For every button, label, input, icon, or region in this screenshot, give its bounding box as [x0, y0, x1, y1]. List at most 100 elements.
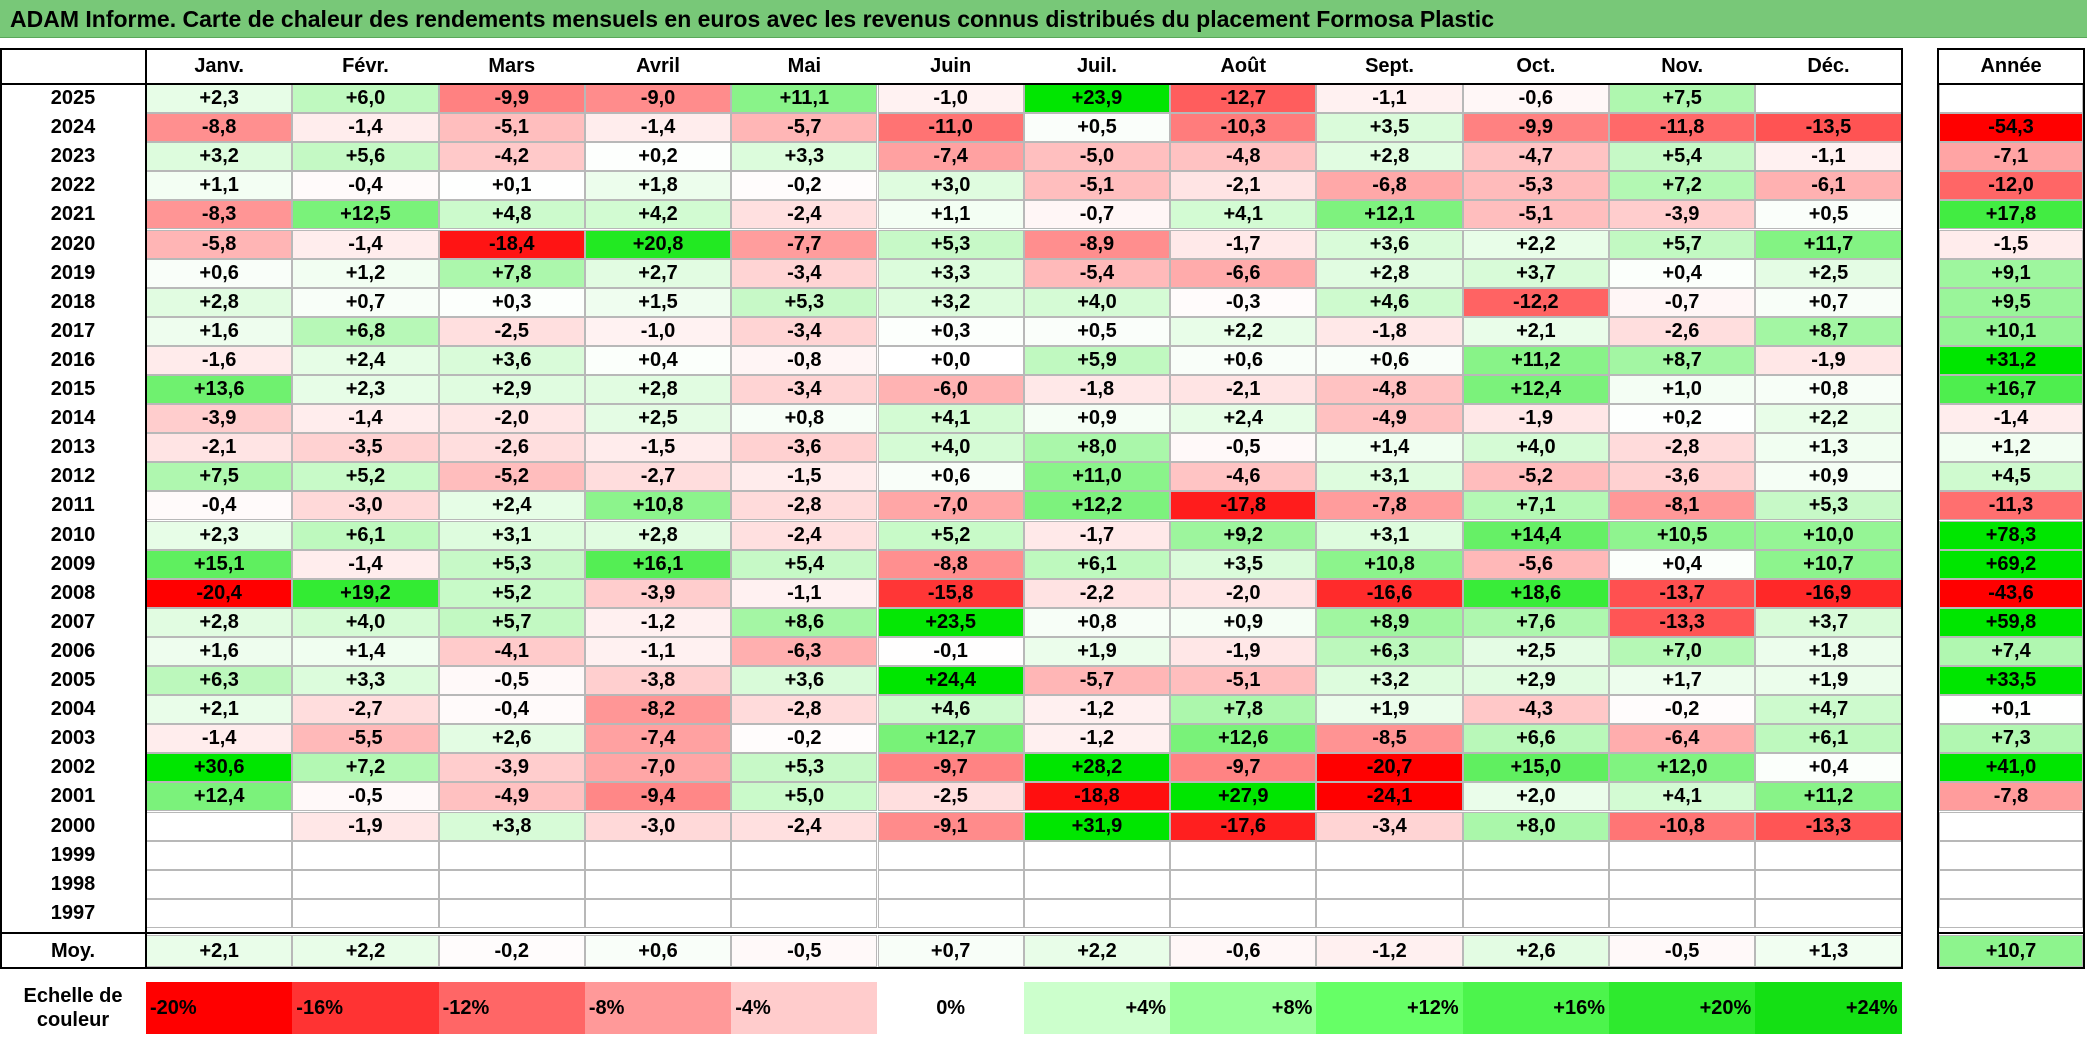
heatmap-cell: -8,8 [146, 113, 293, 143]
heatmap-cell: +31,9 [1023, 811, 1171, 841]
year-row-label: 2001 [50, 785, 96, 808]
year-total-cell: +33,5 [1939, 666, 2083, 696]
heatmap-cell: +20,8 [584, 229, 732, 259]
heatmap-cell: +5,9 [1023, 345, 1171, 375]
year-total-cell [1939, 811, 2083, 841]
heatmap-cell: -6,1 [1755, 171, 1902, 201]
heatmap-cell [584, 840, 732, 870]
header-separator-year [1937, 83, 2085, 85]
year-row-label: 2000 [50, 814, 96, 837]
heatmap-cell: -0,7 [1609, 287, 1756, 317]
year-row-label: 2012 [50, 465, 96, 488]
heatmap-cell: -3,0 [584, 811, 732, 841]
heatmap-cell [438, 898, 585, 928]
heatmap-cell: +13,6 [146, 375, 293, 405]
heatmap-cell: -7,4 [584, 724, 732, 754]
heatmap-cell: -2,5 [877, 782, 1024, 812]
heatmap-cell: +6,3 [146, 666, 293, 696]
heatmap-cell: -6,4 [1609, 724, 1756, 754]
heatmap-cell: +15,1 [146, 549, 293, 579]
heatmap-cell: -3,8 [584, 666, 732, 696]
heatmap-cell [1755, 898, 1902, 928]
year-row-label: 2024 [50, 116, 96, 139]
heatmap-cell: -18,4 [438, 229, 585, 259]
heatmap-cell: -1,1 [1755, 142, 1902, 172]
heatmap-cell: -3,6 [731, 433, 878, 463]
heatmap-cell: +8,7 [1755, 316, 1902, 346]
year-total-cell: +59,8 [1939, 607, 2083, 637]
heatmap-cell [1609, 869, 1756, 899]
year-total-cell: +41,0 [1939, 753, 2083, 783]
heatmap-cell: +4,1 [877, 404, 1024, 434]
heatmap-cell: -2,0 [1170, 578, 1317, 608]
heatmap-cell: +7,8 [1170, 695, 1317, 725]
heatmap-cell: -1,4 [584, 113, 732, 143]
heatmap-cell: -5,5 [292, 724, 439, 754]
heatmap-cell: -18,8 [1023, 782, 1171, 812]
heatmap-cell: +5,6 [292, 142, 439, 172]
year-total-cell: -12,0 [1939, 171, 2083, 201]
heatmap-cell [1609, 840, 1756, 870]
year-row-label: 2003 [50, 727, 96, 750]
heatmap-cell: +4,0 [1023, 287, 1171, 317]
heatmap-cell: +2,2 [1170, 316, 1317, 346]
heatmap-cell: -5,4 [1023, 258, 1171, 288]
heatmap-cell: +12,4 [1462, 375, 1609, 405]
color-scale-swatch: +12% [1316, 982, 1463, 1034]
heatmap-cell: +18,6 [1462, 578, 1609, 608]
heatmap-cell [1023, 869, 1171, 899]
heatmap-cell: -9,9 [1462, 113, 1609, 143]
average-cell: -0,6 [1170, 935, 1317, 967]
heatmap-cell: -1,2 [1023, 695, 1171, 725]
heatmap-cell: +7,5 [1609, 84, 1756, 114]
heatmap-cell: +3,1 [1316, 520, 1463, 550]
heatmap-cell: -17,6 [1170, 811, 1317, 841]
heatmap-cell: +27,9 [1170, 782, 1317, 812]
month-header: Déc. [1807, 55, 1850, 77]
heatmap-cell: +4,0 [292, 607, 439, 637]
heatmap-cell: +0,7 [1755, 287, 1902, 317]
heatmap-cell: -6,6 [1170, 258, 1317, 288]
heatmap-cell: -0,3 [1170, 287, 1317, 317]
year-total-cell: +10,1 [1939, 316, 2083, 346]
heatmap-cell [877, 869, 1024, 899]
heatmap-cell: +0,9 [1023, 404, 1171, 434]
heatmap-cell: +5,4 [731, 549, 878, 579]
heatmap-cell: +2,1 [1462, 316, 1609, 346]
heatmap-cell: +0,5 [1755, 200, 1902, 230]
heatmap-cell [438, 840, 585, 870]
year-row-label: 2006 [50, 639, 96, 662]
heatmap-cell: +0,8 [1023, 607, 1171, 637]
heatmap-cell [1755, 840, 1902, 870]
heatmap-cell: +12,7 [877, 724, 1024, 754]
heatmap-cell [1462, 840, 1609, 870]
heatmap-cell: -20,7 [1316, 753, 1463, 783]
heatmap-cell: +5,3 [1755, 491, 1902, 521]
heatmap-cell: -2,1 [1170, 171, 1317, 201]
average-cell: -0,5 [1609, 935, 1756, 967]
heatmap-cell: +2,8 [584, 375, 732, 405]
heatmap-cell: -3,4 [1316, 811, 1463, 841]
heatmap-cell [1170, 898, 1317, 928]
year-total-cell: +7,4 [1939, 636, 2083, 666]
year-row-label: 2021 [50, 203, 96, 226]
heatmap-cell: +7,6 [1462, 607, 1609, 637]
year-row-label: 2010 [50, 523, 96, 546]
heatmap-cell: -0,4 [438, 695, 585, 725]
color-scale-swatch: 0% [877, 982, 1024, 1034]
heatmap-cell: +2,4 [292, 345, 439, 375]
heatmap-cell: -13,7 [1609, 578, 1756, 608]
heatmap-cell: +5,3 [731, 287, 878, 317]
heatmap-cell: +4,1 [1609, 782, 1756, 812]
year-row-label: 2023 [50, 145, 96, 168]
heatmap-cell: +5,3 [731, 753, 878, 783]
year-row-label: 2005 [50, 669, 96, 692]
heatmap-cell: +6,1 [1755, 724, 1902, 754]
heatmap-cell: -10,3 [1170, 113, 1317, 143]
heatmap-cell: -5,7 [731, 113, 878, 143]
heatmap-cell: +3,8 [438, 811, 585, 841]
heatmap-cell: +12,4 [146, 782, 293, 812]
month-header: Oct. [1516, 55, 1556, 77]
heatmap-cell: +1,8 [584, 171, 732, 201]
heatmap-cell: -4,2 [438, 142, 585, 172]
